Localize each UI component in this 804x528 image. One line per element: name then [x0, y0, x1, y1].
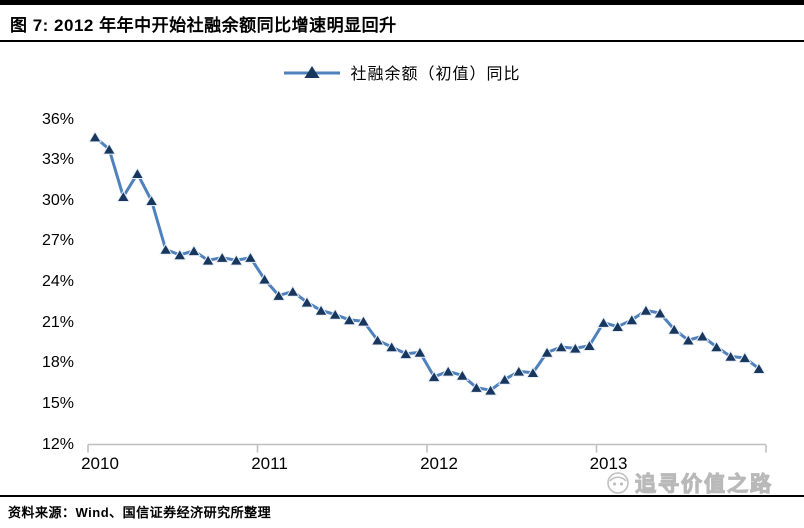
y-axis-tick-label: 30% [41, 191, 74, 209]
legend-label: 社融余额（初值）同比 [350, 66, 521, 83]
x-axis-tick-label: 2010 [81, 453, 119, 473]
chart-legend: 社融余额（初值）同比 [0, 60, 804, 84]
figure-title: 图 7: 2012 年年中开始社融余额同比增速明显回升 [10, 16, 397, 35]
watermark: 追寻价值之路 [606, 468, 773, 498]
y-axis-tick-label: 15% [41, 394, 74, 412]
y-axis-tick-label: 18% [41, 354, 74, 372]
source-note: 资料来源：Wind、国信证券经济研究所整理 [8, 505, 272, 520]
title-underline-rule [0, 40, 804, 42]
legend-line-triangle-icon [283, 65, 341, 80]
watermark-text: 追寻价值之路 [635, 473, 773, 497]
x-axis-tick-label: 2013 [589, 453, 628, 473]
y-axis-tick-label: 27% [41, 232, 74, 250]
watermark-logo-icon [606, 471, 630, 495]
y-axis-tick-label: 12% [41, 435, 74, 453]
footer-rule [0, 495, 804, 497]
x-axis-tick-label: 2011 [251, 453, 288, 473]
x-axis-tick-label: 2012 [420, 453, 458, 473]
y-axis-tick-label: 33% [41, 151, 74, 169]
top-border-rule [0, 0, 804, 5]
y-axis-tick-label: 21% [41, 313, 74, 331]
y-axis-tick-label: 36% [41, 110, 74, 128]
y-axis-tick-label: 24% [41, 273, 74, 290]
